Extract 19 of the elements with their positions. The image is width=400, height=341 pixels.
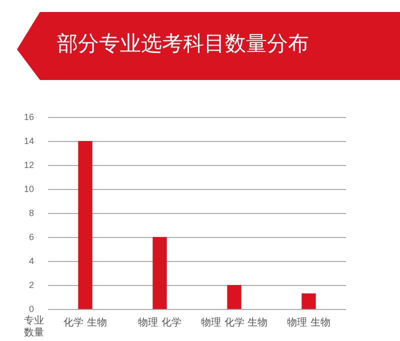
x-tick-label: 化学 生物	[64, 316, 107, 328]
bar	[152, 237, 167, 309]
y-tick-label: 12	[24, 160, 34, 170]
y-tick-label: 6	[28, 232, 34, 242]
y-tick-label: 8	[28, 208, 34, 218]
y-tick-label: 0	[28, 304, 34, 314]
y-tick-label: 4	[28, 256, 34, 266]
y-tick-label: 16	[24, 112, 34, 122]
chart-title: 部分专业选考科目数量分布	[57, 32, 309, 56]
y-tick-label: 14	[24, 136, 34, 146]
x-tick-label: 物理 化学 生物	[201, 316, 268, 328]
bar	[227, 285, 242, 309]
y-axis-title: 专业数量	[24, 314, 44, 338]
bar	[302, 293, 316, 309]
y-tick-label: 2	[28, 280, 34, 290]
y-tick-label: 10	[24, 184, 34, 194]
x-tick-label: 物理 生物	[287, 316, 330, 328]
x-tick-label: 物理 化学	[138, 316, 182, 328]
bar	[78, 141, 92, 309]
